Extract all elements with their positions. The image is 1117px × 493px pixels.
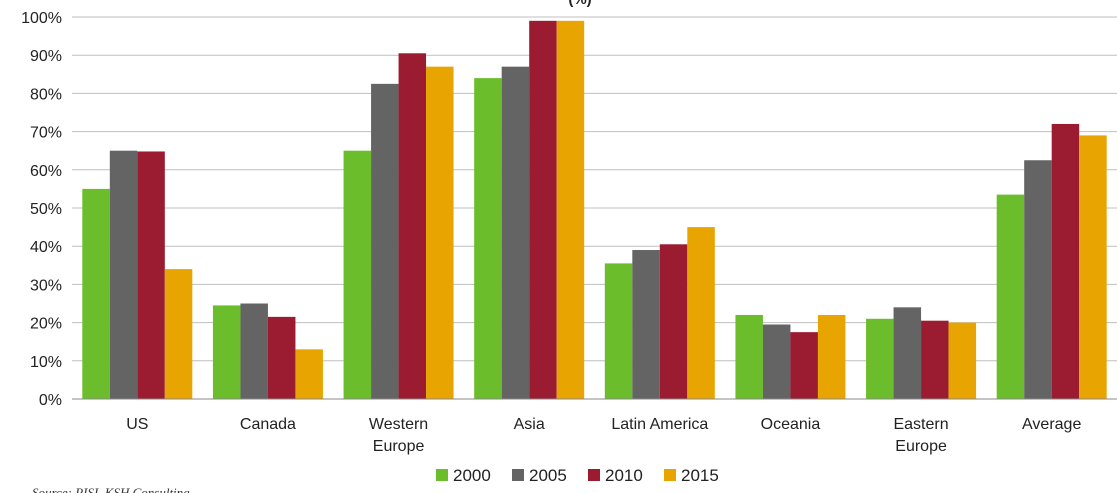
x-axis-categories: US Canada Western Europe Asia Latin America Oc… [126,416,1081,455]
x-category-label: US [126,416,148,433]
bar-2010 [267,316,296,399]
y-tick-label: 30% [30,277,62,294]
y-tick-label: 100% [21,10,62,27]
y-tick-label: 20% [30,316,62,333]
y-tick-label: 50% [30,201,62,218]
bar-2005 [501,66,530,399]
x-category-label: Western Europe [369,416,428,455]
bar-2000 [82,188,110,399]
bar-2010 [529,20,557,399]
chart-title: (%) [568,0,591,8]
legend-swatch-2010 [588,469,600,481]
bar-2005 [1024,160,1052,399]
bar-2010 [921,320,949,399]
bar-2015 [1079,135,1107,400]
y-tick-label: 60% [30,163,62,180]
bar-2005 [109,150,138,399]
x-category-label: Asia [514,416,545,433]
legend-swatch-2015 [664,469,676,481]
x-category-label: Latin America [611,416,708,433]
y-tick-label: 0% [39,392,62,409]
y-axis-ticks: 0% 10% 20% 30% 40% 50% 60% 70% 80% 90% 100% [21,10,62,409]
legend-label: 2015 [681,466,719,485]
bar-2000 [474,78,502,400]
bar-2010 [1051,123,1080,400]
y-tick-label: 90% [30,48,62,65]
bar-2000 [866,318,894,399]
bar-2015 [817,314,846,399]
legend-label: 2005 [529,466,567,485]
bar-2010 [398,53,427,399]
source-note: Source: RISI, KSH Consulting [32,485,190,493]
bar-2005 [762,324,791,399]
bar-2010 [137,151,165,399]
bar-2015 [687,227,715,399]
bar-2015 [295,349,323,399]
legend-swatch-2005 [512,469,524,481]
y-tick-label: 70% [30,125,62,142]
y-tick-label: 80% [30,86,62,103]
x-category-label: Average [1022,416,1081,433]
bar-2000 [996,194,1025,399]
bar-2010 [659,244,688,399]
bar-2000 [212,305,241,399]
x-category-label: Oceania [761,416,821,433]
bar-2000 [604,263,633,399]
bars [82,20,1107,400]
y-tick-label: 40% [30,239,62,256]
legend: 2000 2005 2010 2015 [436,466,719,485]
bar-2015 [948,322,977,399]
bar-2015 [556,20,585,399]
bar-2000 [735,314,763,399]
y-tick-label: 10% [30,354,62,371]
bar-2010 [790,332,818,399]
legend-label: 2000 [453,466,491,485]
bar-2015 [164,269,193,399]
bar-2015 [426,66,454,399]
x-category-label: Eastern Europe [893,416,948,455]
bar-2005 [240,303,268,399]
bar-2000 [343,150,372,399]
legend-label: 2010 [605,466,643,485]
legend-swatch-2000 [436,469,448,481]
x-category-label: Canada [240,416,296,433]
bar-2005 [893,307,922,399]
bar-2005 [632,250,660,399]
bar-2005 [371,83,399,399]
